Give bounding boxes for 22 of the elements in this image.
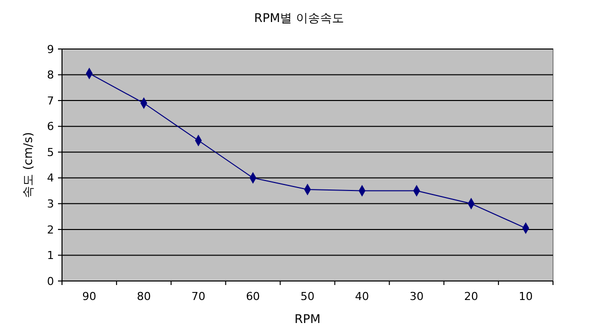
y-tick-label: 8 [47, 68, 54, 82]
y-tick-label: 2 [47, 223, 54, 236]
x-tick-label: 20 [464, 290, 478, 303]
y-tick-label: 5 [47, 146, 54, 159]
x-tick-label: 40 [355, 290, 370, 303]
y-tick-label: 7 [47, 94, 54, 108]
x-tick-label: 30 [410, 290, 424, 303]
chart-title: RPM별 이송속도 [254, 11, 344, 25]
y-axis-title: 속도 (cm/s) [21, 132, 35, 198]
y-tick-label: 1 [47, 249, 54, 262]
y-tick-label: 4 [47, 172, 54, 185]
x-tick-label: 10 [518, 290, 533, 303]
y-tick-label: 0 [47, 274, 54, 288]
x-tick-label: 50 [300, 290, 314, 303]
y-tick-label: 3 [47, 198, 54, 211]
x-tick-label: 80 [136, 290, 151, 303]
x-tick-label: 90 [82, 290, 96, 303]
y-tick-label: 6 [47, 120, 54, 134]
x-tick-label: 70 [191, 290, 206, 303]
y-tick-label: 9 [47, 42, 54, 56]
x-tick-label: 60 [246, 290, 260, 303]
x-axis-title: RPM [294, 312, 320, 326]
